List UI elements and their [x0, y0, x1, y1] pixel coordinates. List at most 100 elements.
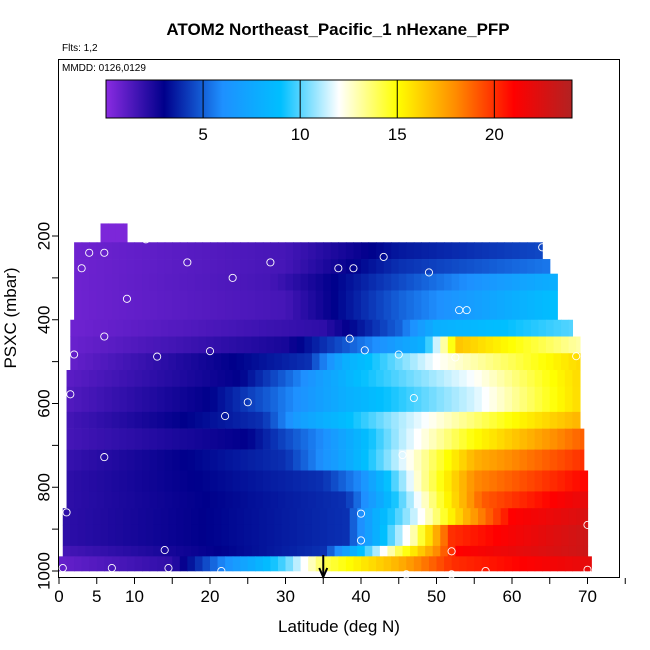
x-tick-label: 70 — [578, 587, 597, 606]
heatmap-cell — [361, 411, 370, 429]
y-axis: 200 400 600 800 1000 — [35, 222, 58, 590]
heatmap-cell — [206, 336, 215, 354]
heatmap-cell — [104, 259, 113, 274]
heatmap-cell — [296, 545, 305, 557]
heatmap-cell — [262, 386, 271, 413]
heatmap-cell — [376, 386, 385, 413]
heatmap-cell — [379, 336, 389, 354]
heatmap-cell — [228, 524, 238, 547]
heatmap-cell — [466, 290, 475, 321]
heatmap-cell — [413, 290, 422, 321]
heatmap-cell — [119, 290, 128, 321]
heatmap-cell — [96, 411, 105, 429]
sample-point — [183, 258, 192, 267]
heatmap-cell — [527, 556, 536, 572]
heatmap-cell — [338, 370, 347, 388]
heatmap-cell — [496, 491, 506, 509]
heatmap-cell — [496, 428, 506, 450]
heatmap-cell — [179, 290, 188, 321]
heatmap-cell — [104, 428, 113, 450]
heatmap-cell — [451, 290, 460, 321]
heatmap-cell — [357, 319, 366, 337]
heatmap-cell — [436, 386, 445, 413]
heatmap-cell — [126, 449, 136, 471]
heatmap-cell — [391, 470, 400, 492]
heatmap-cell — [572, 470, 581, 492]
heatmap-cell — [515, 545, 524, 557]
heatmap-cell — [251, 508, 260, 526]
heatmap-cell — [149, 370, 158, 388]
heatmap-cell — [293, 556, 302, 572]
heatmap-cell — [489, 386, 498, 413]
heatmap-cell — [183, 319, 192, 337]
heatmap-cell — [202, 470, 211, 492]
heatmap-cell — [398, 556, 407, 572]
heatmap-cell — [474, 411, 483, 429]
heatmap-cell — [289, 545, 298, 557]
heatmap-cell — [368, 242, 377, 260]
heatmap-cell — [206, 545, 215, 557]
heatmap-cell — [327, 336, 336, 354]
heatmap-cell — [496, 370, 506, 388]
heatmap-cell — [444, 386, 453, 413]
heatmap-cell — [489, 242, 498, 260]
heatmap-cell — [436, 491, 445, 509]
heatmap-cell — [251, 545, 260, 557]
heatmap-cell — [564, 491, 573, 509]
heatmap-cell — [108, 319, 117, 337]
heatmap-cell — [376, 491, 385, 509]
heatmap-cell — [270, 449, 279, 471]
heatmap-cell — [300, 370, 309, 388]
heatmap-cell — [425, 524, 434, 547]
heatmap-cell — [523, 524, 532, 547]
heatmap-cell — [232, 470, 241, 492]
heatmap-cell — [262, 556, 271, 572]
heatmap-cell — [345, 290, 355, 321]
heatmap-cell — [519, 290, 528, 321]
heatmap-cell — [100, 223, 109, 243]
heatmap-cell — [376, 370, 385, 388]
heatmap-cell — [115, 336, 124, 354]
heatmap-cell — [451, 370, 460, 388]
heatmap-cell — [425, 353, 434, 371]
heatmap-cell — [512, 242, 521, 260]
heatmap-cell — [126, 273, 136, 291]
heatmap-cell — [545, 545, 555, 557]
heatmap-cell — [481, 411, 490, 429]
heatmap-cell — [210, 386, 219, 413]
heatmap-cell — [89, 370, 98, 388]
heatmap-cell — [126, 428, 136, 450]
heatmap-cell — [383, 428, 392, 450]
y-tick-label: 1000 — [35, 552, 54, 590]
heatmap-cell — [394, 545, 404, 557]
heatmap-cell — [62, 545, 71, 557]
heatmap-cell — [481, 449, 490, 471]
heatmap-cell — [387, 508, 396, 526]
heatmap-cell — [191, 545, 200, 557]
heatmap-cell — [353, 556, 362, 572]
heatmap-cell — [70, 524, 79, 547]
heatmap-cell — [330, 556, 339, 572]
heatmap-cell — [455, 524, 464, 547]
heatmap-cell — [308, 273, 317, 291]
heatmap-cell — [145, 319, 154, 337]
heatmap-cell — [300, 491, 309, 509]
heatmap-cell — [330, 491, 339, 509]
heatmap-cell — [202, 386, 211, 413]
heatmap-cell — [425, 545, 434, 557]
colorbar-tick-label: 10 — [291, 125, 310, 144]
heatmap-cell — [157, 259, 166, 274]
heatmap-cell — [353, 428, 362, 450]
heatmap-cell — [202, 449, 211, 471]
heatmap-cell — [361, 370, 370, 388]
heatmap-cell — [247, 242, 256, 260]
heatmap-cell — [66, 386, 75, 413]
heatmap-cell — [372, 524, 381, 547]
heatmap-cell — [462, 508, 472, 526]
heatmap-cell — [77, 524, 87, 547]
heatmap-cell — [217, 428, 226, 450]
heatmap-cell — [210, 259, 219, 274]
heatmap-cell — [319, 319, 328, 337]
heatmap-cell — [564, 470, 573, 492]
heatmap-cell — [270, 386, 279, 413]
